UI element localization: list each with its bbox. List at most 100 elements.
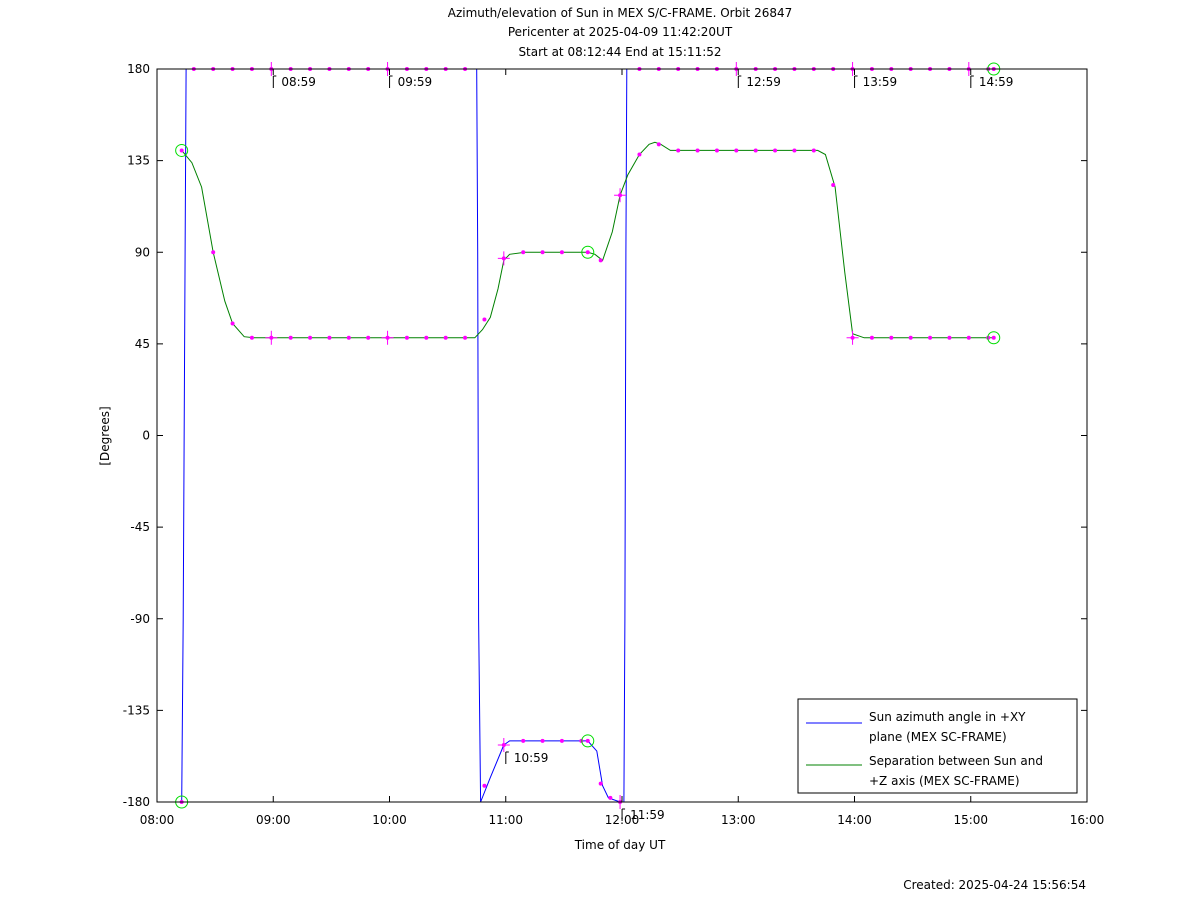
created-timestamp: Created: 2025-04-24 15:56:54 [903, 878, 1086, 892]
data-point-separation [811, 148, 816, 153]
circle-marker-center [585, 738, 590, 743]
data-point-separation [404, 335, 409, 340]
circle-marker [581, 734, 595, 748]
x-tick-label: 11:00 [488, 813, 523, 827]
data-point-separation [540, 250, 545, 255]
chart-subtitle-pericenter: Pericenter at 2025-04-09 11:42:20UT [508, 25, 733, 39]
series-line-separation [181, 141, 994, 339]
hour-marker [497, 251, 510, 266]
data-point-separation [230, 321, 235, 326]
data-point-separation [695, 148, 700, 153]
data-point-separation [463, 335, 468, 340]
hour-label: 14:59 [979, 75, 1014, 89]
chart-subtitle-start-end: Start at 08:12:44 End at 15:11:52 [518, 45, 721, 59]
data-point-separation [288, 335, 293, 340]
circle-marker-ring [581, 734, 595, 748]
data-point-separation [327, 335, 332, 340]
data-point-separation [521, 250, 526, 255]
data-point-separation [908, 335, 913, 340]
data-point-azimuth-low [559, 738, 564, 743]
circle-marker-center [585, 250, 590, 255]
data-point-separation [346, 335, 351, 340]
x-tick-label: 12:00 [605, 813, 640, 827]
hour-marker [497, 737, 510, 752]
hour-label: 11:59 [630, 808, 665, 822]
circle-marker-ring [581, 245, 595, 259]
y-tick-label: -90 [130, 612, 150, 626]
legend: Sun azimuth angle in +XY plane (MEX SC-F… [797, 698, 1078, 794]
data-point-separation [831, 183, 836, 188]
x-tick-label: 15:00 [953, 813, 988, 827]
circle-marker [175, 143, 189, 157]
data-point-separation [249, 335, 254, 340]
y-tick-label: 0 [142, 429, 150, 443]
circle-marker-center [179, 148, 184, 153]
y-tick-label: -180 [123, 795, 150, 809]
hour-marker [614, 188, 627, 203]
data-point-azimuth-low [598, 781, 603, 786]
data-point-separation [966, 335, 971, 340]
chart-title: Azimuth/elevation of Sun in MEX S/C-FRAM… [448, 6, 793, 20]
data-point-separation [676, 148, 681, 153]
legend-label-azimuth-line1: Sun azimuth angle in +XY [869, 710, 1026, 724]
hour-label: 13:59 [863, 75, 898, 89]
y-tick-label: 135 [127, 154, 150, 168]
data-point-separation [424, 335, 429, 340]
hour-label: 08:59 [281, 75, 316, 89]
legend-label-separation-line2: +Z axis (MEX SC-FRAME) [869, 774, 1020, 788]
circle-marker-ring [987, 331, 1001, 345]
circle-marker [987, 331, 1001, 345]
plot-frame [156, 68, 1088, 803]
legend-label-azimuth-line2: plane (MEX SC-FRAME) [869, 730, 1007, 744]
hour-marker [846, 330, 859, 345]
data-point-separation [637, 152, 642, 157]
x-tick-label: 09:00 [256, 813, 291, 827]
hour-marker [381, 330, 394, 345]
data-point-separation [792, 148, 797, 153]
data-point-separation [559, 250, 564, 255]
x-tick-label: 14:00 [837, 813, 872, 827]
y-tick-label: 45 [135, 337, 150, 351]
data-point-separation [211, 250, 216, 255]
data-point-separation [714, 148, 719, 153]
data-point-separation [753, 148, 758, 153]
data-point-separation [773, 148, 778, 153]
data-point-separation [656, 142, 661, 147]
marker-layer: 08:59 09:59 10:59 11:59 12:59 13:59 14:59 [175, 62, 1014, 822]
y-tick-label: 90 [135, 245, 150, 259]
circle-marker-center [991, 335, 996, 340]
y-tick-label: 180 [127, 62, 150, 76]
data-point-separation [947, 335, 952, 340]
data-point-separation [869, 335, 874, 340]
hour-label: 09:59 [398, 75, 433, 89]
hour-label: 10:59 [514, 751, 549, 765]
data-point-separation [598, 258, 603, 263]
y-tick-label: -45 [130, 520, 150, 534]
series-layer [181, 68, 994, 803]
hour-marker [265, 330, 278, 345]
hour-label: 12:59 [746, 75, 781, 89]
y-tick-label: -135 [123, 703, 150, 717]
x-tick-label: 13:00 [721, 813, 756, 827]
legend-box [797, 698, 1078, 794]
data-point-azimuth-low [521, 738, 526, 743]
x-tick-label: 16:00 [1070, 813, 1105, 827]
data-point-separation [366, 335, 371, 340]
data-point-separation [443, 335, 448, 340]
circle-marker-ring [175, 143, 189, 157]
series-line-azimuth [181, 68, 994, 803]
data-point-azimuth-low [482, 783, 487, 788]
y-axis-label: [Degrees] [98, 406, 112, 465]
data-point-separation [928, 335, 933, 340]
x-axis-label: Time of day UT [574, 838, 666, 852]
data-point-separation [734, 148, 739, 153]
legend-label-separation-line1: Separation between Sun and [869, 754, 1043, 768]
axes-layer: 08:00 09:00 10:00 11:00 12:00 13:00 14:00 15:00… [123, 62, 1105, 827]
circle-marker [581, 245, 595, 259]
data-point-azimuth-low [540, 738, 545, 743]
data-point-separation [308, 335, 313, 340]
x-tick-label: 10:00 [372, 813, 407, 827]
data-point-azimuth-low [608, 795, 613, 800]
